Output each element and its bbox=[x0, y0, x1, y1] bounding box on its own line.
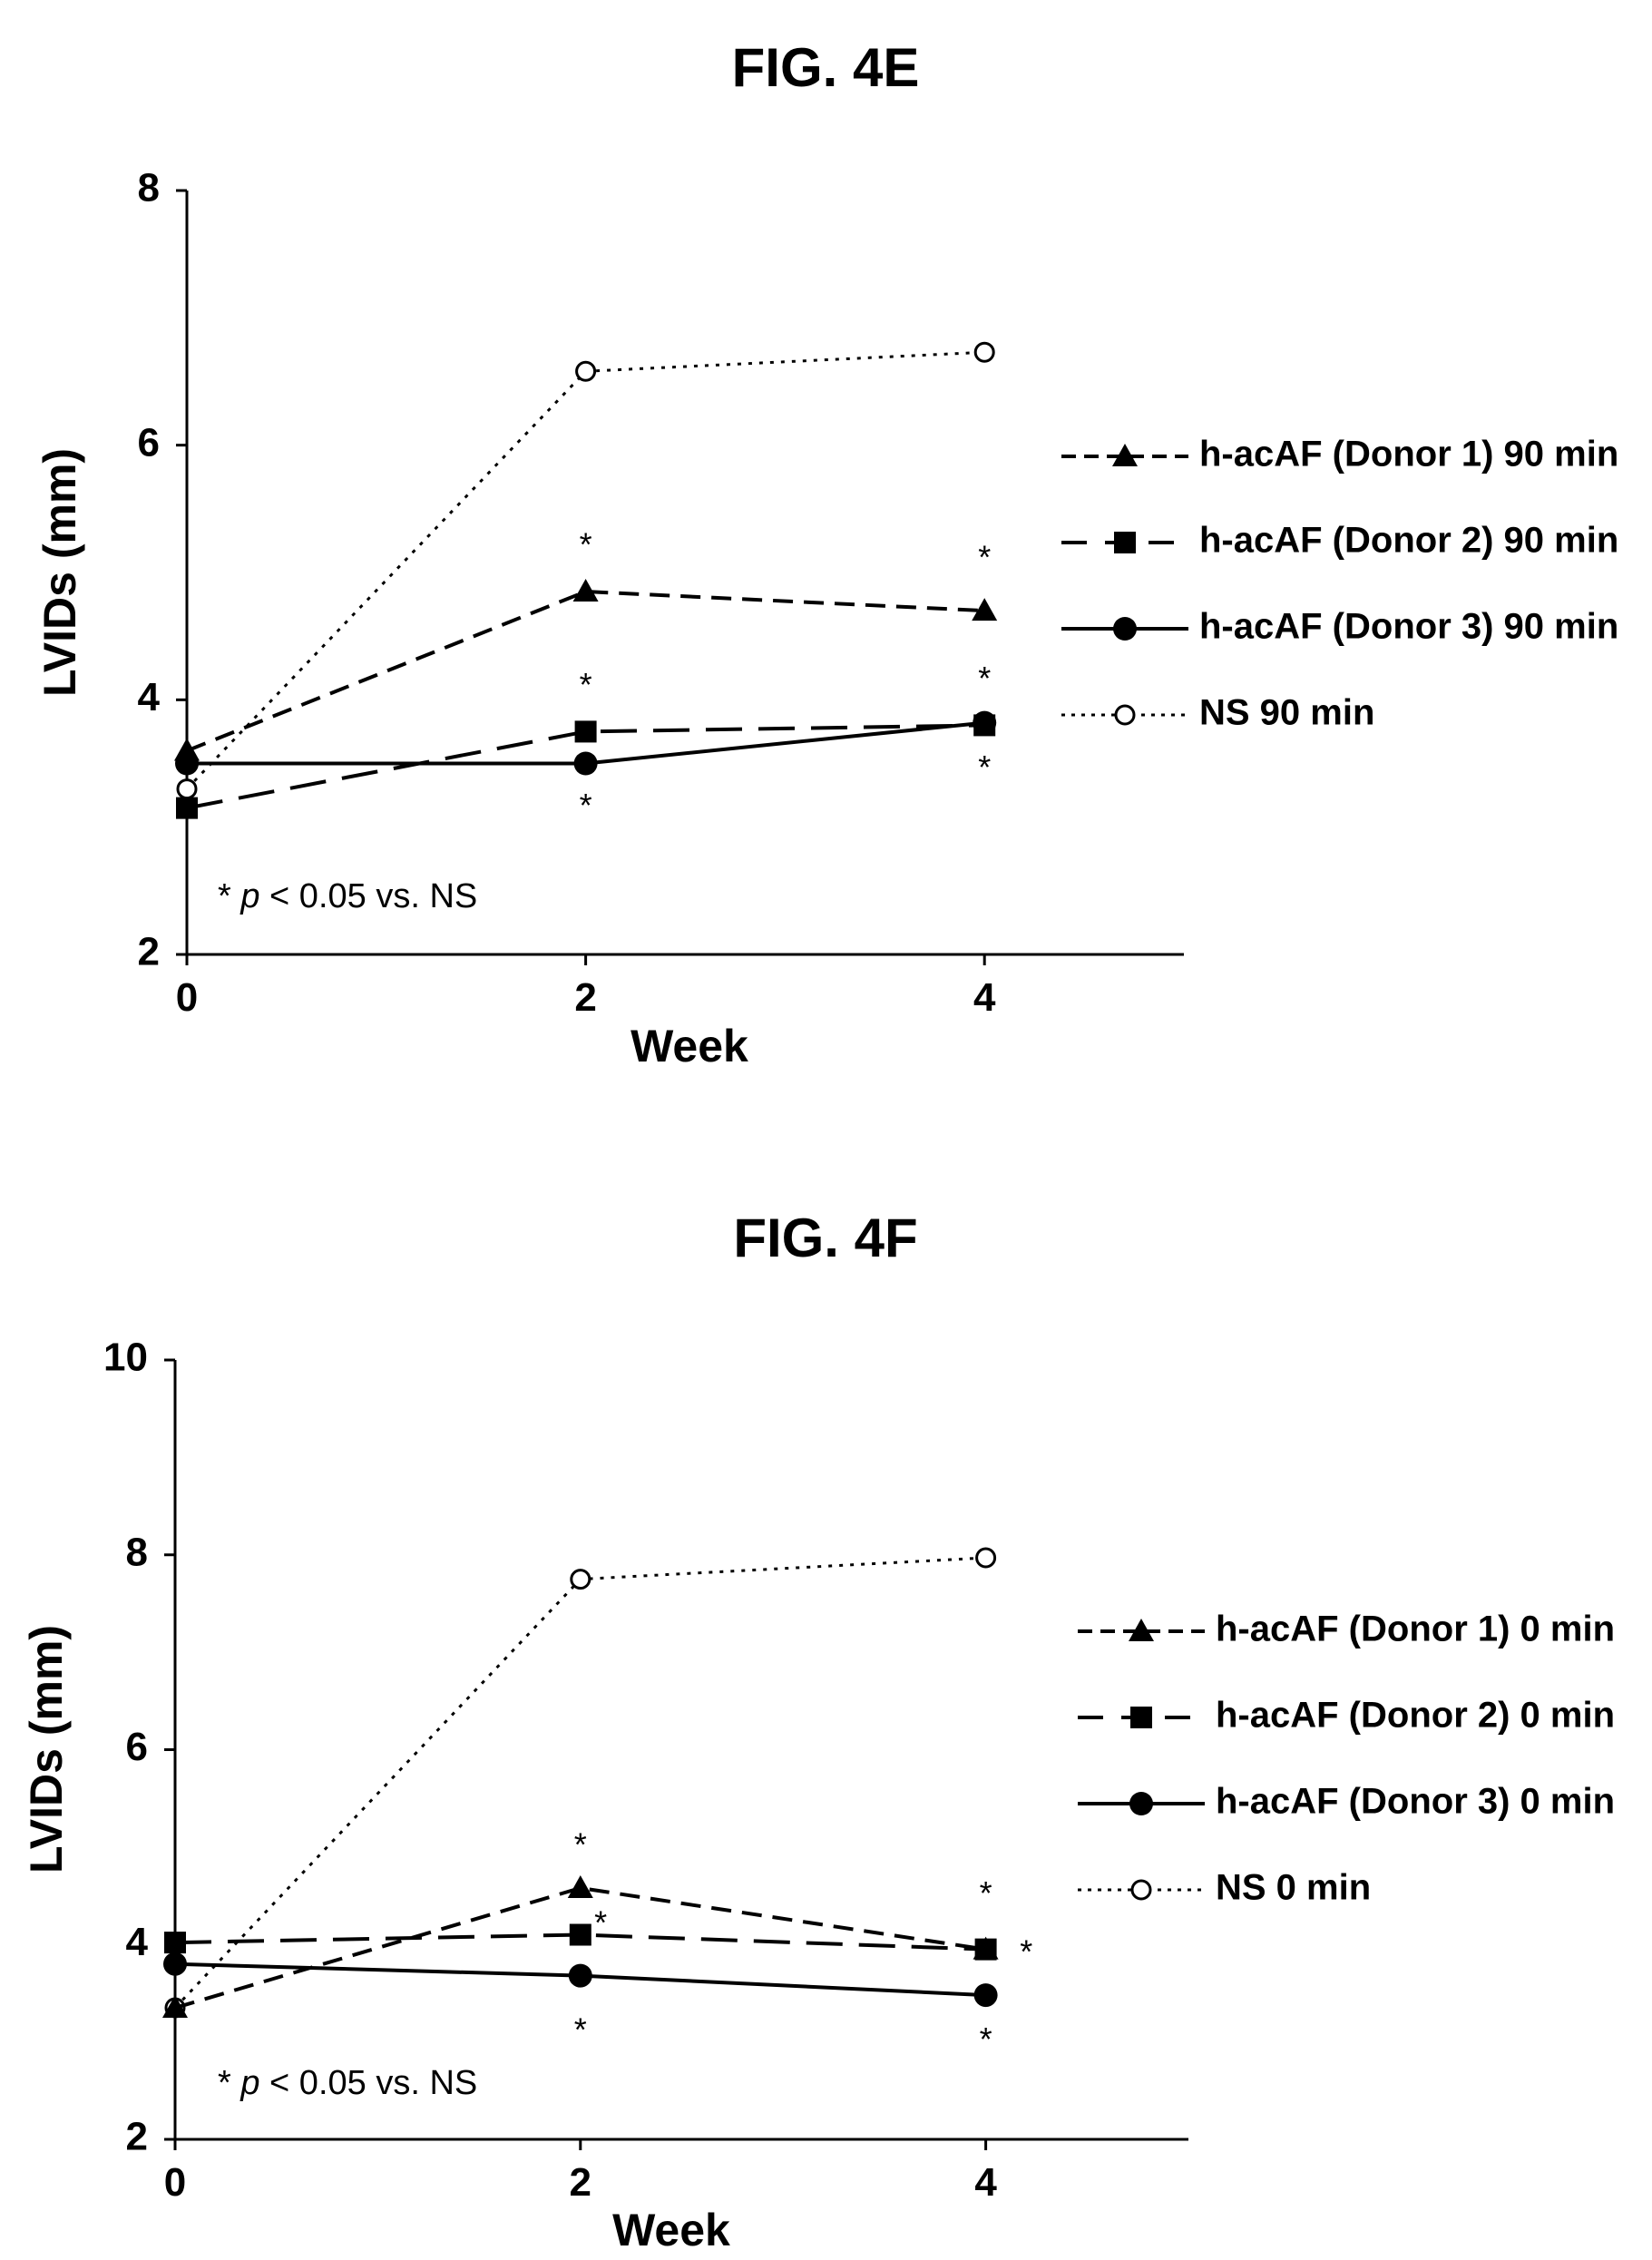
significance-note: * p < 0.05 vs. NS bbox=[218, 2064, 477, 2102]
legend-marker-square bbox=[1130, 1707, 1152, 1728]
data-point-open-circle bbox=[973, 341, 995, 363]
note-prefix: * bbox=[218, 877, 240, 915]
significance-note: * p < 0.05 vs. NS bbox=[218, 877, 477, 915]
y-tick-label: 6 bbox=[126, 1725, 148, 1769]
y-tick-label: 4 bbox=[126, 1920, 149, 1964]
data-point-circle bbox=[175, 751, 199, 776]
legend-label: h-acAF (Donor 3) 90 min bbox=[1199, 607, 1618, 647]
data-point-square bbox=[974, 1938, 997, 1961]
significance-mark: * bbox=[978, 660, 991, 697]
legend-label: h-acAF (Donor 1) 90 min bbox=[1199, 435, 1618, 475]
significance-mark: * bbox=[980, 1874, 992, 1912]
data-point-triangle bbox=[572, 579, 599, 602]
legend-label: h-acAF (Donor 1) 0 min bbox=[1216, 1609, 1615, 1649]
data-point-square bbox=[164, 1932, 186, 1954]
data-point-circle bbox=[568, 1963, 592, 1988]
significance-mark: * bbox=[574, 1825, 587, 1863]
note-p: p bbox=[239, 877, 259, 915]
y-tick-label: 8 bbox=[126, 1530, 148, 1574]
note-suffix: < 0.05 vs. NS bbox=[260, 2064, 478, 2102]
x-tick-label: 0 bbox=[164, 2160, 186, 2205]
significance-mark: * bbox=[580, 525, 592, 563]
data-point-open-circle bbox=[575, 360, 597, 382]
data-point-circle bbox=[573, 751, 598, 776]
y-tick-label: 6 bbox=[138, 420, 160, 465]
x-tick-label: 4 bbox=[973, 975, 996, 1020]
significance-mark: * bbox=[580, 666, 592, 703]
legend-marker-circle bbox=[1113, 617, 1137, 641]
x-axis-label: Week bbox=[612, 2205, 730, 2255]
data-point-circle bbox=[973, 1983, 998, 2008]
note-suffix: < 0.05 vs. NS bbox=[260, 877, 478, 915]
legend-label: NS 0 min bbox=[1216, 1868, 1371, 1908]
significance-mark: * bbox=[574, 2011, 587, 2048]
legend-label: h-acAF (Donor 3) 0 min bbox=[1216, 1782, 1615, 1822]
x-axis-label: Week bbox=[630, 1021, 748, 1071]
x-tick-label: 2 bbox=[570, 2160, 591, 2205]
data-point-triangle bbox=[567, 1874, 593, 1898]
data-point-triangle bbox=[972, 598, 998, 621]
legend-marker-triangle bbox=[1129, 1619, 1154, 1641]
series-line-2 bbox=[186, 723, 985, 810]
chart-title: FIG. 4F bbox=[733, 1208, 917, 1268]
significance-mark: * bbox=[1020, 1933, 1032, 1971]
y-tick-label: 2 bbox=[138, 930, 160, 974]
y-tick-label: 4 bbox=[138, 675, 161, 719]
significance-mark: * bbox=[978, 538, 991, 575]
legend-marker-square bbox=[1114, 532, 1136, 553]
significance-mark: * bbox=[980, 2020, 992, 2058]
data-point-open-circle bbox=[975, 1547, 997, 1569]
data-point-square bbox=[574, 720, 597, 743]
legend-label: h-acAF (Donor 2) 90 min bbox=[1199, 521, 1618, 561]
legend: h-acAF (Donor 1) 0 min h-acAF (Donor 2) 0… bbox=[1078, 1609, 1615, 1908]
legend: h-acAF (Donor 1) 90 min h-acAF (Donor 2) … bbox=[1061, 435, 1618, 733]
y-axis-label: LVIDs (mm) bbox=[21, 1625, 72, 1874]
series-line-1 bbox=[186, 590, 985, 753]
y-tick-label: 2 bbox=[126, 2115, 148, 2159]
data-point-circle bbox=[973, 710, 997, 735]
significance-mark: * bbox=[978, 748, 991, 786]
y-tick-label: 8 bbox=[138, 166, 160, 210]
legend-marker-circle bbox=[1129, 1792, 1153, 1815]
note-p: p bbox=[239, 2064, 259, 2102]
note-prefix: * bbox=[218, 2064, 240, 2102]
y-tick-label: 10 bbox=[103, 1335, 148, 1380]
data-point-open-circle bbox=[176, 778, 198, 800]
data-point-triangle bbox=[162, 1995, 188, 2019]
x-tick-label: 2 bbox=[574, 975, 596, 1020]
data-point-square bbox=[569, 1923, 591, 1946]
chart-title: FIG. 4E bbox=[732, 37, 920, 98]
legend-label: NS 90 min bbox=[1199, 693, 1374, 733]
significance-mark: * bbox=[580, 787, 592, 824]
x-tick-label: 0 bbox=[176, 975, 198, 1020]
data-point-circle bbox=[163, 1952, 187, 1976]
legend-label: h-acAF (Donor 2) 0 min bbox=[1216, 1696, 1615, 1736]
series-line-2 bbox=[174, 1932, 986, 1952]
y-axis-label: LVIDs (mm) bbox=[34, 448, 85, 697]
legend-marker-open-circle bbox=[1130, 1879, 1152, 1901]
data-point-square bbox=[176, 797, 198, 819]
x-tick-label: 4 bbox=[974, 2160, 997, 2205]
significance-mark: * bbox=[594, 1903, 607, 1941]
legend-marker-open-circle bbox=[1114, 704, 1136, 726]
legend-marker-triangle bbox=[1112, 444, 1138, 466]
data-point-open-circle bbox=[570, 1569, 591, 1590]
